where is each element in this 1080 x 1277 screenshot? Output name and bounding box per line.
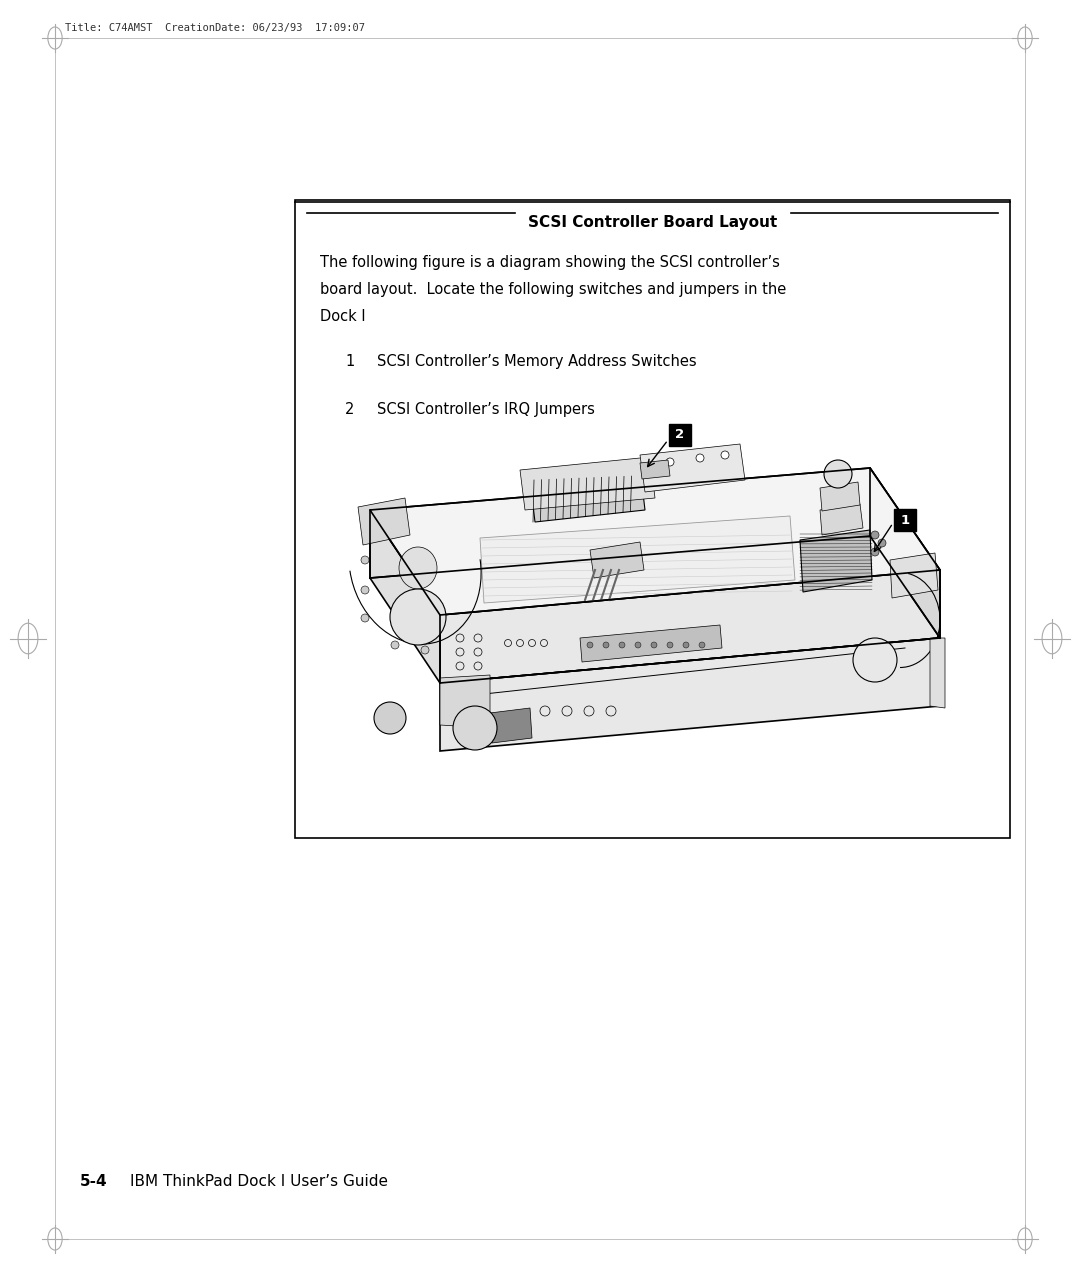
Ellipse shape: [399, 547, 437, 589]
Polygon shape: [640, 444, 745, 492]
Polygon shape: [820, 504, 863, 535]
Polygon shape: [530, 467, 645, 522]
Polygon shape: [440, 676, 490, 728]
Circle shape: [870, 531, 879, 539]
Circle shape: [588, 642, 593, 647]
Text: SCSI Controller Board Layout: SCSI Controller Board Layout: [528, 215, 778, 230]
Circle shape: [878, 539, 886, 547]
Text: IBM ThinkPad Dock I User’s Guide: IBM ThinkPad Dock I User’s Guide: [130, 1175, 388, 1189]
Text: SCSI Controller’s IRQ Jumpers: SCSI Controller’s IRQ Jumpers: [377, 402, 595, 418]
Circle shape: [651, 642, 657, 647]
Polygon shape: [870, 467, 940, 638]
Circle shape: [721, 451, 729, 458]
Polygon shape: [440, 638, 940, 751]
Circle shape: [453, 706, 497, 750]
Circle shape: [361, 614, 369, 622]
Circle shape: [391, 641, 399, 649]
Circle shape: [390, 589, 446, 645]
Text: Dock I: Dock I: [320, 309, 366, 324]
Polygon shape: [890, 553, 939, 598]
Circle shape: [603, 642, 609, 647]
Polygon shape: [357, 498, 410, 545]
Circle shape: [421, 646, 429, 654]
Polygon shape: [590, 541, 644, 578]
Text: 5-4: 5-4: [80, 1175, 108, 1189]
Polygon shape: [800, 530, 872, 593]
Text: 1: 1: [345, 354, 354, 369]
Circle shape: [853, 638, 897, 682]
Circle shape: [361, 586, 369, 594]
Circle shape: [374, 702, 406, 734]
Circle shape: [699, 642, 705, 647]
Polygon shape: [370, 467, 940, 616]
Circle shape: [696, 455, 704, 462]
Text: 2: 2: [345, 402, 354, 418]
Bar: [295, 200, 1010, 838]
Circle shape: [683, 642, 689, 647]
Text: 1: 1: [901, 513, 909, 526]
Circle shape: [361, 555, 369, 564]
Polygon shape: [640, 460, 670, 479]
Text: SCSI Controller’s Memory Address Switches: SCSI Controller’s Memory Address Switche…: [377, 354, 697, 369]
Text: The following figure is a diagram showing the SCSI controller’s: The following figure is a diagram showin…: [320, 255, 780, 269]
Polygon shape: [440, 570, 940, 683]
Text: Title: C74AMST  CreationDate: 06/23/93  17:09:07: Title: C74AMST CreationDate: 06/23/93 17…: [65, 23, 365, 33]
Circle shape: [824, 460, 852, 488]
Polygon shape: [480, 516, 795, 603]
Polygon shape: [519, 457, 654, 510]
Circle shape: [666, 458, 674, 466]
Text: 2: 2: [675, 429, 685, 442]
Polygon shape: [820, 481, 860, 511]
FancyBboxPatch shape: [669, 424, 691, 446]
Circle shape: [619, 642, 625, 647]
Polygon shape: [930, 638, 945, 707]
Text: board layout.  Locate the following switches and jumpers in the: board layout. Locate the following switc…: [320, 282, 786, 298]
Circle shape: [870, 548, 879, 555]
Polygon shape: [370, 510, 440, 683]
Polygon shape: [580, 624, 723, 661]
FancyBboxPatch shape: [894, 510, 916, 531]
Circle shape: [667, 642, 673, 647]
Polygon shape: [490, 707, 532, 743]
Circle shape: [635, 642, 642, 647]
